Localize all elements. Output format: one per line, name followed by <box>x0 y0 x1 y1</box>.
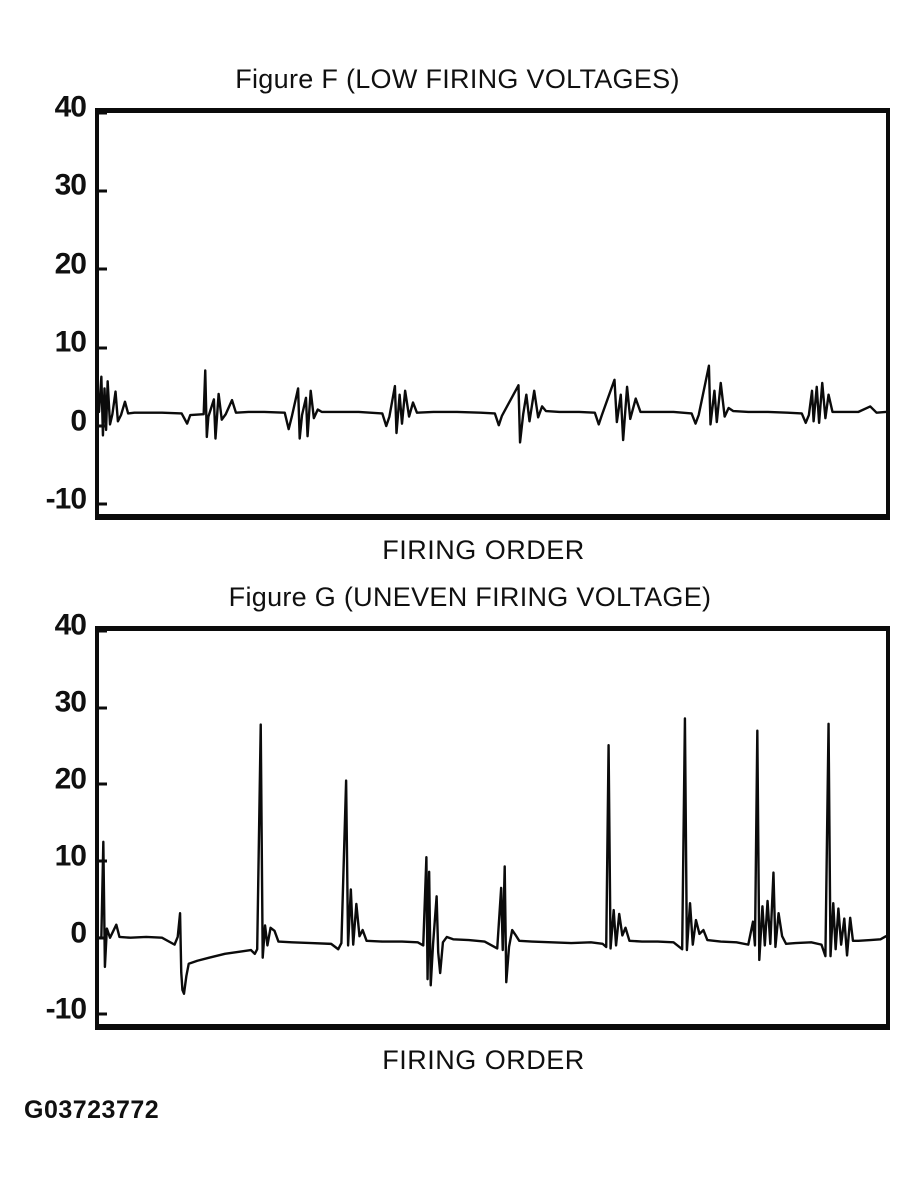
figure-id-code: G03723772 <box>24 1096 160 1124</box>
figure-g-title: Figure G (UNEVEN FIRING VOLTAGE) <box>228 582 712 612</box>
y-tick-mark <box>99 189 107 193</box>
y-tick-label: 0 <box>70 404 87 438</box>
y-tick-mark <box>99 346 107 350</box>
figure-f-plot-area <box>95 108 890 520</box>
y-tick-mark <box>99 782 107 786</box>
y-tick-label: 10 <box>54 839 87 873</box>
y-tick-mark <box>99 111 107 115</box>
y-tick-label: 10 <box>54 325 87 359</box>
y-tick-mark <box>99 1012 107 1016</box>
figure-g-x-axis-label: FIRING ORDER <box>382 1045 585 1075</box>
y-tick-label: 40 <box>54 90 87 124</box>
y-tick-label: 20 <box>54 762 87 796</box>
y-tick-label: 40 <box>54 608 87 642</box>
y-tick-label: 0 <box>70 915 87 949</box>
figure-f-y-axis: 40 30 20 10 0 -10 <box>6 92 87 514</box>
y-tick-label: 30 <box>54 685 87 719</box>
figure-g-waveform-trace <box>99 631 886 1024</box>
figure-g-y-axis: 40 30 20 10 0 -10 <box>6 610 87 1024</box>
figure-f-title: Figure F (LOW FIRING VOLTAGES) <box>235 64 680 94</box>
y-tick-label: 20 <box>54 247 87 281</box>
figure-g-plot-area <box>95 626 890 1030</box>
y-tick-label: -10 <box>45 482 87 516</box>
y-tick-mark <box>99 706 107 710</box>
figure-f-waveform-trace <box>99 113 886 514</box>
y-tick-mark <box>99 267 107 271</box>
y-tick-label: -10 <box>45 992 87 1026</box>
y-tick-label: 30 <box>54 168 87 202</box>
figure-f-x-axis-label: FIRING ORDER <box>382 535 585 565</box>
y-tick-mark <box>99 936 107 940</box>
y-tick-mark <box>99 424 107 428</box>
y-tick-mark <box>99 629 107 633</box>
y-tick-mark <box>99 859 107 863</box>
y-tick-mark <box>99 502 107 506</box>
